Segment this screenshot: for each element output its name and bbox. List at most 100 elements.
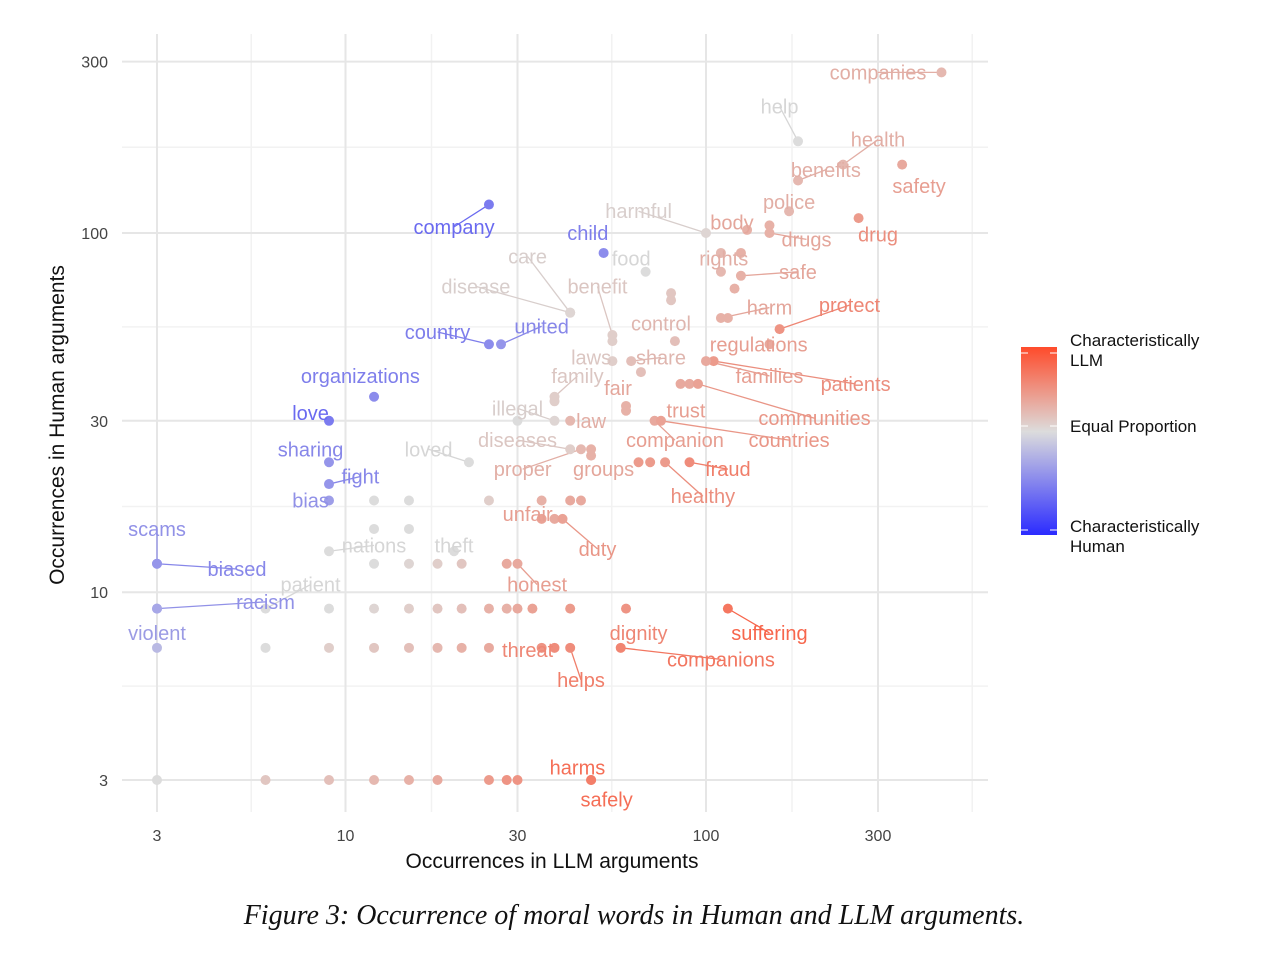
data-point <box>635 367 646 378</box>
data-point-drug <box>853 213 864 224</box>
data-point <box>403 775 414 785</box>
leader-line-united <box>500 325 542 345</box>
data-point <box>722 312 733 323</box>
point-label-safe: safe <box>779 262 817 284</box>
point-label-illegal: illegal <box>492 398 543 420</box>
data-point-family <box>549 391 560 402</box>
data-point <box>369 642 380 653</box>
data-point <box>729 283 740 294</box>
point-label-groups: groups <box>573 459 634 481</box>
point-label-nations: nations <box>342 535 407 557</box>
point-label-dignity: dignity <box>610 623 668 645</box>
point-label-harms: harms <box>550 758 606 780</box>
data-point <box>369 558 380 569</box>
data-point <box>456 642 467 653</box>
leader-line-harmful <box>638 210 707 234</box>
data-point <box>152 775 162 785</box>
data-point-health <box>838 159 849 170</box>
data-point-honest <box>512 558 523 569</box>
data-point <box>260 642 271 653</box>
legend: Characteristically LLM Equal Proportion … <box>1021 331 1204 556</box>
point-label-country: country <box>405 322 471 344</box>
y-tick-label: 100 <box>81 226 108 243</box>
leader-line-disease <box>475 285 571 314</box>
data-point-benefit <box>607 330 618 341</box>
leader-line-suffering <box>727 608 770 634</box>
data-point-help <box>793 136 804 147</box>
data-point <box>369 603 380 614</box>
data-point <box>512 415 523 426</box>
data-point <box>764 220 775 231</box>
leader-lines <box>156 71 942 681</box>
point-label-sharing: sharing <box>278 439 344 461</box>
legend-colorbar <box>1021 347 1057 535</box>
data-point <box>715 266 726 277</box>
leader-line-drugs <box>769 232 807 241</box>
data-point <box>432 642 443 653</box>
leader-line-nations <box>328 544 375 552</box>
point-label-care: care <box>508 247 547 269</box>
data-point-fight <box>324 479 335 490</box>
point-label-diseases: diseases <box>478 430 557 452</box>
data-point-trust <box>675 378 686 389</box>
data-point <box>483 642 494 653</box>
point-label-body: body <box>710 212 753 234</box>
data-point-child <box>598 247 609 258</box>
data-point-unfair <box>549 513 560 524</box>
data-point-company <box>483 199 494 210</box>
point-label-safety: safety <box>892 176 945 198</box>
data-point <box>432 558 443 569</box>
point-label-suffering: suffering <box>731 623 807 645</box>
data-point <box>403 558 414 569</box>
data-point <box>260 775 271 785</box>
point-label-police: police <box>763 192 815 214</box>
data-point-protect <box>774 324 785 335</box>
data-point-share <box>626 356 637 367</box>
data-point-united <box>496 339 507 350</box>
data-point-families <box>701 356 711 367</box>
data-point <box>666 295 677 306</box>
legend-llm-label: Characteristically LLM <box>1070 331 1204 370</box>
data-point-benefits <box>793 175 804 186</box>
data-point <box>324 642 335 653</box>
points <box>152 67 947 785</box>
y-tick-label: 10 <box>90 585 108 602</box>
point-label-company: company <box>413 217 494 239</box>
y-tick-label: 30 <box>90 414 108 431</box>
leader-line-care <box>527 256 571 314</box>
data-point <box>684 378 695 389</box>
data-point-love <box>324 415 335 426</box>
data-point-drugs <box>764 228 775 238</box>
data-point-law <box>565 415 576 426</box>
point-label-united: united <box>514 316 569 338</box>
leader-line-health <box>842 139 879 166</box>
data-point <box>501 558 512 569</box>
x-tick-label: 3 <box>153 828 162 845</box>
point-label-fraud: fraud <box>705 459 751 481</box>
data-point <box>403 495 414 506</box>
leader-line-companions <box>620 647 721 661</box>
leader-line-countries <box>660 420 790 441</box>
data-point-organizations <box>369 391 380 402</box>
data-point-theft <box>449 546 460 557</box>
point-label-protect: protect <box>819 295 881 317</box>
x-tick-label: 300 <box>865 828 892 845</box>
leader-line-family <box>554 375 578 398</box>
data-point <box>527 603 538 614</box>
data-point-laws <box>607 356 618 367</box>
point-label-companions: companions <box>667 649 775 671</box>
data-point <box>512 775 523 785</box>
figure-caption: Figure 3: Occurrence of moral words in H… <box>243 900 1025 931</box>
data-point <box>645 457 656 468</box>
leader-line-company <box>453 204 490 228</box>
data-point-patients <box>708 356 719 367</box>
data-point-harmful <box>701 228 711 238</box>
data-point-illegal <box>549 415 560 426</box>
leader-line-loved <box>428 448 470 463</box>
legend-equal-label: Equal Proportion <box>1070 417 1197 436</box>
data-point-companions <box>615 642 626 653</box>
data-point-control <box>669 336 680 347</box>
point-label-rights: rights <box>699 248 748 270</box>
data-point <box>575 495 586 506</box>
leader-line-diseases <box>517 439 571 450</box>
